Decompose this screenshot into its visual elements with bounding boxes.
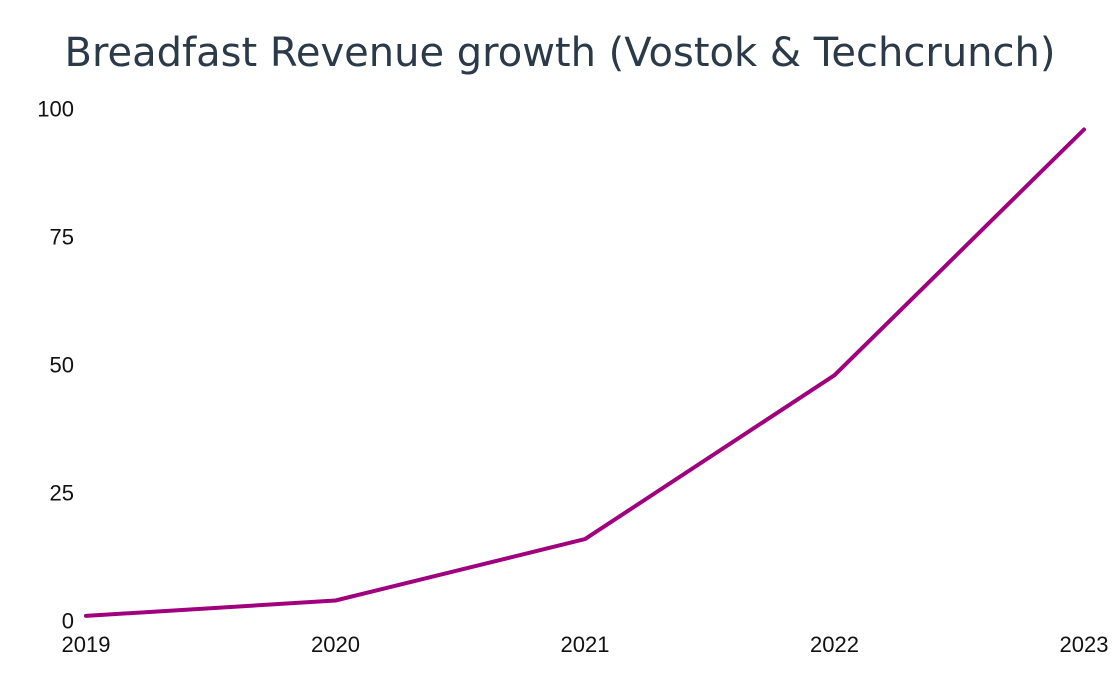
x-tick-label: 2021 (561, 632, 610, 657)
series-line (84, 127, 1086, 618)
y-tick-label: 0 (62, 609, 74, 634)
y-axis-ticks: 0 25 50 75 100 (37, 97, 74, 634)
x-tick-label: 2020 (311, 632, 360, 657)
x-tick-label: 2023 (1060, 632, 1109, 657)
series-layer (84, 127, 1086, 618)
x-tick-label: 2019 (62, 632, 111, 657)
y-tick-label: 50 (50, 353, 74, 378)
x-axis-ticks: 2019 2020 2021 2022 2023 (62, 632, 1109, 657)
chart-title: Breadfast Revenue growth (Vostok & Techc… (64, 30, 1056, 76)
y-tick-label: 75 (50, 225, 74, 250)
y-tick-label: 100 (37, 97, 74, 122)
x-tick-label: 2022 (810, 632, 859, 657)
y-tick-label: 25 (50, 481, 74, 506)
